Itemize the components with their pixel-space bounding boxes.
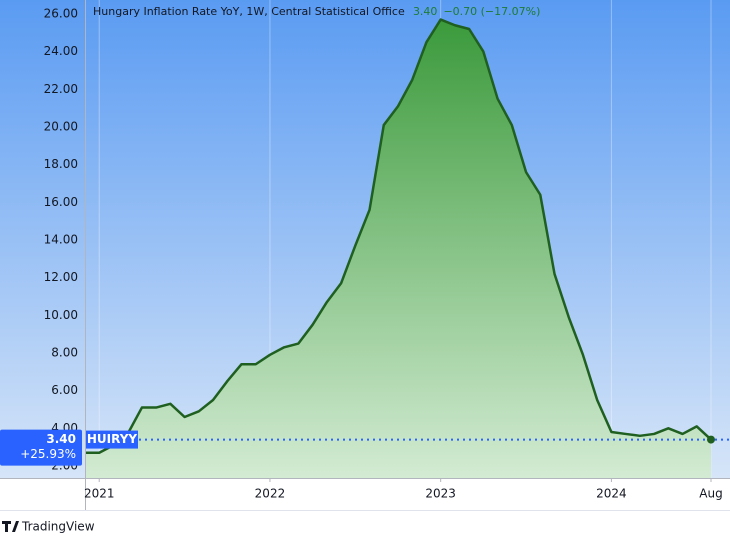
price-tag-value: 3.40 <box>46 432 76 446</box>
change: −0.70 (−17.07%) <box>443 5 540 18</box>
line <box>85 18 712 455</box>
y-tick-label: 18.00 <box>44 157 78 171</box>
y-tick-label: 8.00 <box>51 345 78 359</box>
symbol-tag <box>86 430 138 449</box>
y-tick-label: 10.00 <box>44 308 78 322</box>
y-tick-label: 6.00 <box>51 383 78 397</box>
brand-logo <box>2 521 19 532</box>
x-tick-label: 2021 <box>84 487 115 501</box>
y-tick-label: 26.00 <box>44 6 78 20</box>
price-tag <box>0 429 82 466</box>
y-tick-label: 14.00 <box>44 232 78 246</box>
price-tag-percent: +25.93% <box>20 447 76 461</box>
y-tick-label: 16.00 <box>44 195 78 209</box>
x-tick-label: 2023 <box>425 487 456 501</box>
plot <box>85 18 730 478</box>
y-tick-label: 20.00 <box>44 119 78 133</box>
symbol-tag-label: HUIRYY <box>87 432 138 446</box>
footer-brand: TradingView <box>2 520 95 534</box>
y-tick-label: 12.00 <box>44 270 78 284</box>
x-tick-label: 2022 <box>255 487 286 501</box>
x-tick-label: Aug <box>699 487 722 501</box>
x-tick-label: 2024 <box>596 487 627 501</box>
y-tick-label: 24.00 <box>44 44 78 58</box>
chart-title: Hungary Inflation Rate YoY, 1W, Central … <box>93 5 405 18</box>
brand-name: TradingView <box>21 520 95 534</box>
y-tick-label: 22.00 <box>44 82 78 96</box>
area-fill <box>85 19 711 478</box>
last-value: 3.40 <box>413 5 438 18</box>
last-point <box>707 435 715 444</box>
